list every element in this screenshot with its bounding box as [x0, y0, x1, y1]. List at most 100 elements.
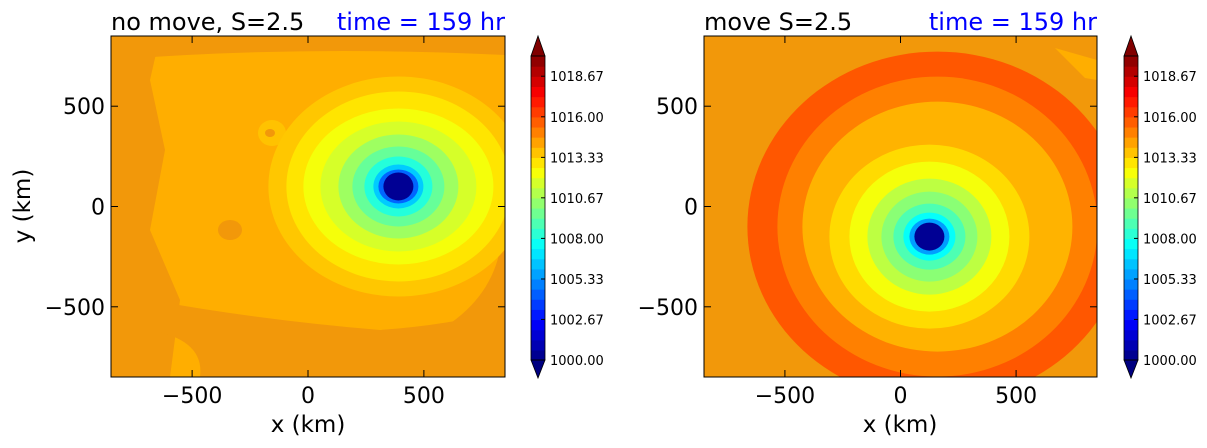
right-colorbar-tick-label: 1013.33	[1143, 151, 1197, 166]
right-ytick-label: 0	[684, 196, 698, 221]
right-colorbar-segment	[1124, 278, 1138, 290]
left-colorbar-segment	[531, 278, 545, 290]
right-colorbar-tick-label: 1010.67	[1143, 192, 1197, 207]
right-title: move S=2.5	[704, 8, 852, 36]
right-ytick-label: 500	[656, 95, 698, 120]
left-time-label: time = 159 hr	[337, 8, 505, 36]
left-xtick-label: −500	[162, 384, 222, 409]
right-colorbar-segment	[1124, 137, 1138, 148]
left-colorbar-segment	[531, 56, 545, 67]
left-colorbar-segment	[531, 228, 545, 239]
right-colorbar-tick-label: 1000.00	[1143, 354, 1197, 369]
left-colorbar-segment	[531, 177, 545, 189]
left-colorbar-segment	[531, 126, 545, 138]
left-colorbar-segment	[531, 157, 545, 169]
right-colorbar-segment	[1124, 349, 1138, 361]
right-colorbar-segment	[1124, 66, 1138, 77]
right-colorbar-segment	[1124, 147, 1138, 158]
right-colorbar-frame	[1123, 55, 1139, 361]
right-colorbar-segment	[1124, 238, 1138, 250]
left-low-region-southeast	[430, 250, 505, 377]
left-colorbar-tick-label: 1005.33	[550, 273, 604, 288]
left-colorbar-tick-label: 1018.67	[550, 70, 604, 85]
left-colorbar-segment	[531, 268, 545, 280]
right-colorbar-segment	[1124, 96, 1138, 108]
right-colorbar-tick-label: 1005.33	[1143, 273, 1197, 288]
left-small-eddy-core	[265, 129, 275, 137]
left-colorbar-extend-min	[530, 359, 546, 380]
left-xtick-label: 0	[301, 384, 315, 409]
right-colorbar-segment	[1124, 248, 1138, 260]
left-colorbar-segment	[531, 147, 545, 158]
right-panel: move S=2.5 time = 159 hr −500 0 5005000−50…	[638, 8, 1098, 438]
right-xtick-label: 500	[995, 384, 1037, 409]
left-panel: no move, S=2.5 time = 159 hr −500 0 500 500…	[10, 8, 506, 438]
left-ytick-label: −500	[45, 296, 105, 321]
left-colorbar-segment	[531, 309, 545, 321]
right-colorbar-segment	[1124, 157, 1138, 169]
right-colorbar-segment	[1124, 319, 1138, 331]
left-cyclone-rings	[268, 76, 505, 297]
right-colorbar-segment	[1124, 258, 1138, 270]
right-colorbar-segment	[1124, 86, 1138, 98]
left-colorbar-segment	[531, 339, 545, 351]
left-colorbar-segment	[531, 66, 545, 77]
left-colorbar-segment	[531, 258, 545, 270]
right-time-label: time = 159 hr	[929, 8, 1097, 36]
left-colorbar-segment	[531, 106, 545, 118]
right-colorbar: 1018.67 1016.00 1013.33 1010.67 1008.00 1005.…	[1123, 34, 1197, 380]
left-ytick-label: 500	[63, 95, 105, 120]
right-colorbar-segment	[1124, 167, 1138, 179]
right-colorbar-segment	[1124, 197, 1138, 209]
left-colorbar-tick-label: 1000.00	[550, 354, 604, 369]
right-colorbar-tick-label: 1018.67	[1143, 70, 1197, 85]
right-colorbar-segment	[1124, 56, 1138, 67]
left-colorbar: 1018.67 1016.00 1013.33 1010.67 1008.00 1005.…	[530, 34, 604, 380]
right-colorbar-segment	[1124, 187, 1138, 199]
right-colorbar-segment	[1124, 228, 1138, 239]
right-colorbar-segment	[1124, 309, 1138, 321]
left-ticks: −500 0 500 500 0 −500	[45, 36, 505, 409]
right-colorbar-segment	[1124, 339, 1138, 351]
right-ytick-label: −500	[638, 296, 698, 321]
right-xlabel: x (km)	[863, 412, 938, 438]
left-colorbar-segment	[531, 167, 545, 179]
right-pressure-contour	[914, 222, 945, 251]
left-colorbar-segment	[531, 197, 545, 209]
right-colorbar-segment	[1124, 299, 1138, 310]
left-colorbar-segment	[531, 137, 545, 148]
left-ytick-label: 0	[91, 196, 105, 221]
left-colorbar-segment	[531, 329, 545, 341]
right-colorbar-segment	[1124, 177, 1138, 189]
right-plot-area	[704, 36, 1097, 377]
left-low-region-north	[111, 36, 505, 60]
right-xtick-label: 0	[894, 384, 908, 409]
left-colorbar-tick-label: 1016.00	[550, 111, 604, 126]
right-colorbar-tick-label: 1016.00	[1143, 111, 1197, 126]
left-colorbar-segment	[531, 86, 545, 98]
right-colorbar-tick-label: 1008.00	[1143, 232, 1197, 247]
left-colorbar-segment	[531, 208, 545, 219]
left-colorbar-segment	[531, 349, 545, 361]
right-colorbar-segment	[1124, 268, 1138, 280]
right-colorbar-segment	[1124, 116, 1138, 128]
left-colorbar-segment	[531, 187, 545, 199]
left-low-region-west	[111, 36, 180, 377]
left-colorbar-extend-max	[530, 34, 546, 57]
right-ticks: −500 0 500 500 0 −500	[638, 36, 1097, 409]
left-colorbar-segment	[531, 76, 545, 87]
right-colorbar-extend-max	[1123, 34, 1139, 57]
left-colorbar-tick-label: 1008.00	[550, 232, 604, 247]
right-colorbar-segment	[1124, 218, 1138, 229]
right-cyclone-rings	[747, 51, 1097, 377]
left-colorbar-frame	[530, 55, 546, 361]
right-colorbar-segment	[1124, 208, 1138, 219]
right-colorbar-segment	[1124, 76, 1138, 87]
right-colorbar-segment	[1124, 329, 1138, 341]
left-colorbar-tick-label: 1013.33	[550, 151, 604, 166]
left-colorbar-segment	[531, 289, 545, 300]
right-colorbar-segment	[1124, 106, 1138, 118]
left-ylabel: y (km)	[10, 169, 36, 244]
left-colorbar-tick-label: 1002.67	[550, 313, 604, 328]
